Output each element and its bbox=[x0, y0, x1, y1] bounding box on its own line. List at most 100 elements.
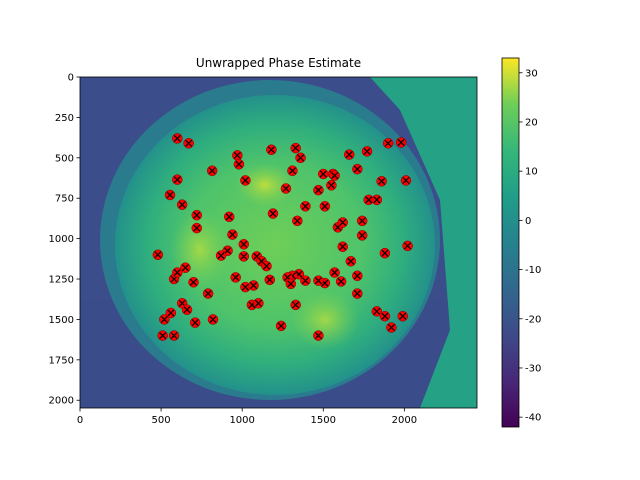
detection-marker bbox=[371, 194, 383, 206]
marker-layer bbox=[152, 133, 413, 341]
detection-marker bbox=[267, 208, 279, 219]
detection-marker bbox=[382, 138, 394, 149]
y-tick-label: 1250 bbox=[49, 275, 74, 286]
detection-marker bbox=[176, 199, 188, 210]
detection-marker bbox=[329, 267, 340, 278]
detection-marker bbox=[400, 175, 412, 186]
detection-marker bbox=[313, 275, 324, 286]
detection-marker bbox=[266, 144, 277, 155]
detection-marker bbox=[379, 247, 391, 259]
detection-marker bbox=[361, 146, 373, 157]
detection-marker bbox=[290, 142, 301, 154]
detection-marker bbox=[285, 278, 297, 290]
y-tick-label: 250 bbox=[55, 113, 74, 124]
heatmap-bright-spot bbox=[290, 290, 360, 350]
detection-marker bbox=[275, 320, 287, 332]
detection-marker bbox=[313, 184, 324, 196]
detection-marker bbox=[188, 277, 199, 288]
plot-area bbox=[80, 77, 477, 408]
detection-marker bbox=[318, 168, 329, 180]
detection-marker bbox=[300, 201, 311, 212]
colorbar-tick-label: -30 bbox=[525, 363, 541, 374]
detection-marker bbox=[287, 165, 298, 176]
detection-marker bbox=[352, 163, 363, 175]
colorbar-tick-label: 30 bbox=[525, 68, 538, 79]
detection-marker bbox=[240, 281, 251, 293]
colorbar-axis: -40 -30 -20 -10 0 10 20 30 bbox=[519, 68, 541, 424]
detection-marker bbox=[164, 189, 176, 201]
y-tick-label: 1750 bbox=[49, 355, 74, 366]
colorbar-tick-label: -10 bbox=[525, 265, 541, 276]
detection-marker bbox=[352, 288, 363, 299]
detection-marker bbox=[202, 288, 214, 299]
x-axis: 0 500 1000 1500 2000 bbox=[77, 408, 417, 426]
detection-marker bbox=[180, 262, 191, 273]
detection-marker bbox=[191, 209, 203, 221]
detection-marker bbox=[238, 239, 250, 250]
plot-frame bbox=[79, 76, 478, 409]
colorbar-tick-label: -20 bbox=[525, 314, 541, 325]
detection-marker bbox=[168, 330, 180, 341]
heatmap-bright-spot bbox=[235, 163, 295, 207]
y-tick-label: 500 bbox=[55, 153, 74, 164]
detection-marker bbox=[292, 215, 303, 227]
x-tick-label: 1000 bbox=[229, 415, 254, 426]
detection-marker bbox=[386, 322, 397, 333]
detection-marker bbox=[159, 314, 170, 325]
detection-marker bbox=[345, 255, 357, 267]
detection-marker bbox=[326, 180, 337, 191]
detection-marker bbox=[207, 314, 219, 325]
detection-marker bbox=[379, 310, 391, 322]
detection-marker bbox=[261, 260, 272, 272]
x-tick-label: 2000 bbox=[392, 415, 417, 426]
detection-marker bbox=[223, 211, 235, 223]
detection-marker bbox=[172, 267, 183, 278]
detection-marker bbox=[352, 270, 363, 282]
detection-marker bbox=[264, 274, 275, 286]
detection-marker bbox=[165, 307, 177, 319]
detection-marker bbox=[181, 304, 193, 315]
detection-marker bbox=[376, 175, 387, 187]
detection-marker bbox=[152, 249, 164, 261]
detection-marker bbox=[183, 138, 194, 149]
detection-marker bbox=[371, 306, 383, 317]
detection-marker bbox=[363, 194, 374, 206]
detection-marker bbox=[356, 230, 368, 241]
detection-marker bbox=[253, 298, 264, 309]
detection-marker bbox=[402, 240, 413, 252]
detection-marker bbox=[157, 330, 168, 341]
detection-marker bbox=[300, 275, 311, 286]
detection-marker bbox=[335, 276, 347, 287]
chart-title: Unwrapped Phase Estimate bbox=[196, 56, 361, 70]
x-tick-label: 1500 bbox=[311, 415, 336, 426]
detection-marker bbox=[280, 183, 292, 194]
detection-marker bbox=[313, 330, 324, 341]
detection-marker bbox=[191, 222, 203, 234]
detection-marker bbox=[172, 174, 183, 185]
detection-marker bbox=[172, 133, 183, 144]
x-tick-label: 500 bbox=[152, 415, 171, 426]
colorbar bbox=[501, 57, 520, 428]
detection-marker bbox=[206, 165, 218, 176]
colorbar-tick-label: 10 bbox=[525, 167, 538, 178]
detection-marker bbox=[189, 317, 201, 328]
colorbar-tick-label: 20 bbox=[525, 117, 538, 128]
y-tick-label: 1500 bbox=[49, 315, 74, 326]
colorbar-tick-label: -40 bbox=[525, 413, 541, 424]
detection-marker bbox=[395, 137, 407, 148]
detection-marker bbox=[295, 152, 306, 164]
detection-marker bbox=[215, 250, 227, 261]
detection-marker bbox=[356, 215, 368, 227]
y-tick-label: 0 bbox=[68, 73, 74, 84]
detection-marker bbox=[397, 310, 408, 322]
y-tick-label: 2000 bbox=[49, 396, 74, 407]
detection-marker bbox=[240, 175, 251, 186]
heatmap-topright-region bbox=[370, 77, 477, 408]
y-axis: 0 250 500 750 1000 1250 1500 1750 2000 bbox=[49, 73, 80, 407]
detection-marker bbox=[337, 241, 348, 252]
detection-marker bbox=[343, 149, 355, 160]
x-tick-label: 0 bbox=[77, 415, 83, 426]
detection-marker bbox=[230, 272, 241, 283]
detection-marker bbox=[329, 170, 340, 181]
